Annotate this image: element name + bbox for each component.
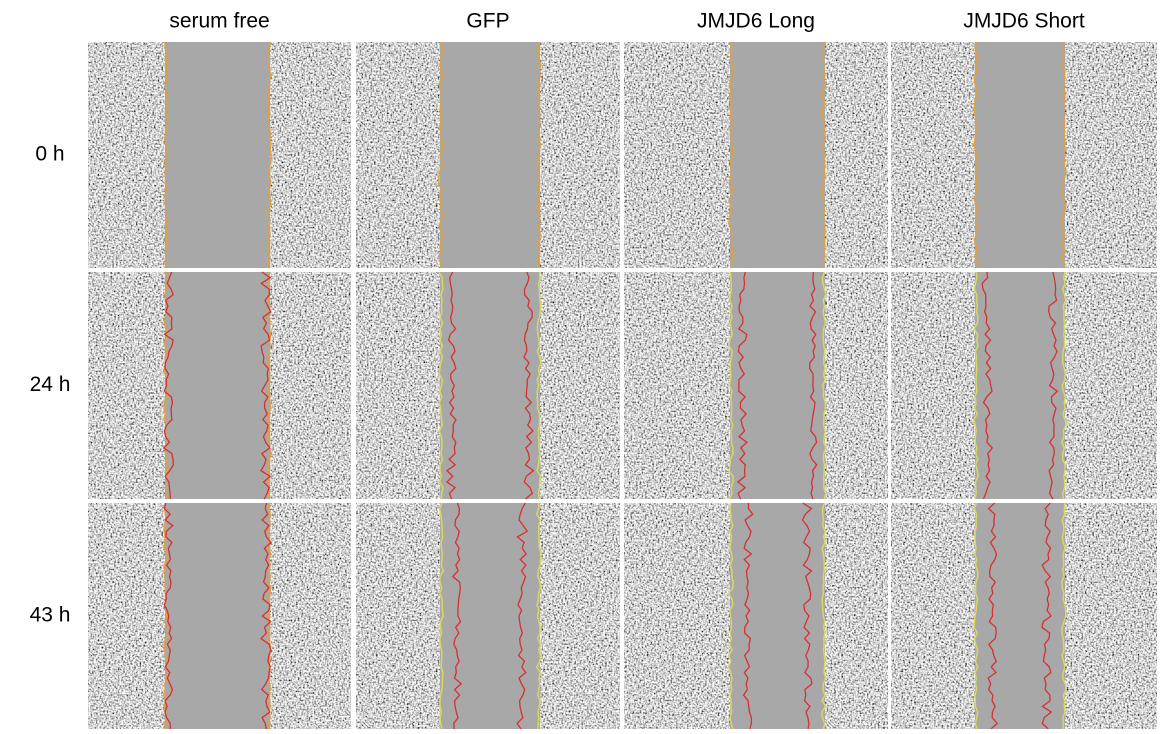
wound-edge	[535, 41, 542, 269]
wound-area	[440, 272, 540, 499]
current-edge	[260, 502, 272, 730]
row-label: 43 h	[30, 604, 71, 627]
initial-edge	[438, 271, 444, 500]
initial-edge	[1060, 502, 1067, 730]
current-edge	[163, 502, 174, 730]
initial-edge	[163, 502, 169, 730]
wound-edge	[265, 41, 272, 269]
initial-edge	[821, 271, 827, 500]
initial-edge	[973, 502, 979, 730]
initial-edge	[821, 502, 827, 730]
current-edge	[516, 502, 529, 730]
current-edge	[523, 271, 535, 500]
micrograph	[624, 502, 888, 730]
micrograph	[624, 41, 888, 269]
initial-edge	[536, 271, 542, 500]
micrograph	[356, 271, 620, 500]
micrograph	[88, 41, 351, 269]
row-label: 0 h	[35, 143, 64, 166]
wound-edge	[821, 41, 827, 269]
current-edge	[260, 271, 272, 500]
current-edge	[736, 271, 748, 500]
micrograph	[624, 271, 888, 500]
wound-edge	[1061, 41, 1067, 269]
initial-edge	[535, 502, 542, 730]
micrograph	[356, 502, 620, 730]
micrograph	[891, 502, 1157, 730]
current-edge	[1041, 502, 1053, 730]
wound-area	[165, 42, 270, 268]
wound-area	[975, 42, 1065, 268]
current-edge	[162, 271, 174, 500]
initial-edge	[727, 271, 734, 500]
micrograph	[891, 41, 1157, 269]
current-edge	[981, 271, 994, 500]
micrograph	[88, 502, 351, 730]
wound-area	[165, 272, 270, 499]
wound-edge	[727, 41, 734, 269]
initial-edge	[265, 271, 273, 500]
micrograph	[88, 271, 351, 500]
column-header: JMJD6 Long	[697, 10, 815, 33]
column-header: GFP	[466, 10, 509, 33]
initial-edge	[972, 271, 979, 500]
wound-edge	[437, 41, 445, 269]
wound-edge	[163, 41, 169, 269]
wound-area	[730, 272, 825, 499]
current-edge	[451, 502, 463, 730]
row-label: 24 h	[30, 373, 71, 396]
wound-edge	[973, 41, 979, 269]
initial-edge	[727, 502, 735, 730]
wound-area	[440, 503, 540, 729]
current-edge	[809, 271, 818, 500]
wound-area	[730, 42, 825, 268]
wound-area	[440, 42, 540, 268]
initial-edge	[438, 502, 445, 730]
current-edge	[987, 502, 999, 730]
initial-edge	[1061, 271, 1067, 500]
current-edge	[445, 271, 457, 500]
micrograph	[356, 41, 620, 269]
column-header: serum free	[169, 10, 269, 33]
current-edge	[742, 502, 754, 730]
current-edge	[1048, 271, 1059, 500]
column-header: JMJD6 Short	[963, 10, 1085, 33]
current-edge	[801, 502, 813, 730]
micrograph	[891, 271, 1157, 500]
wound-area	[165, 503, 270, 729]
